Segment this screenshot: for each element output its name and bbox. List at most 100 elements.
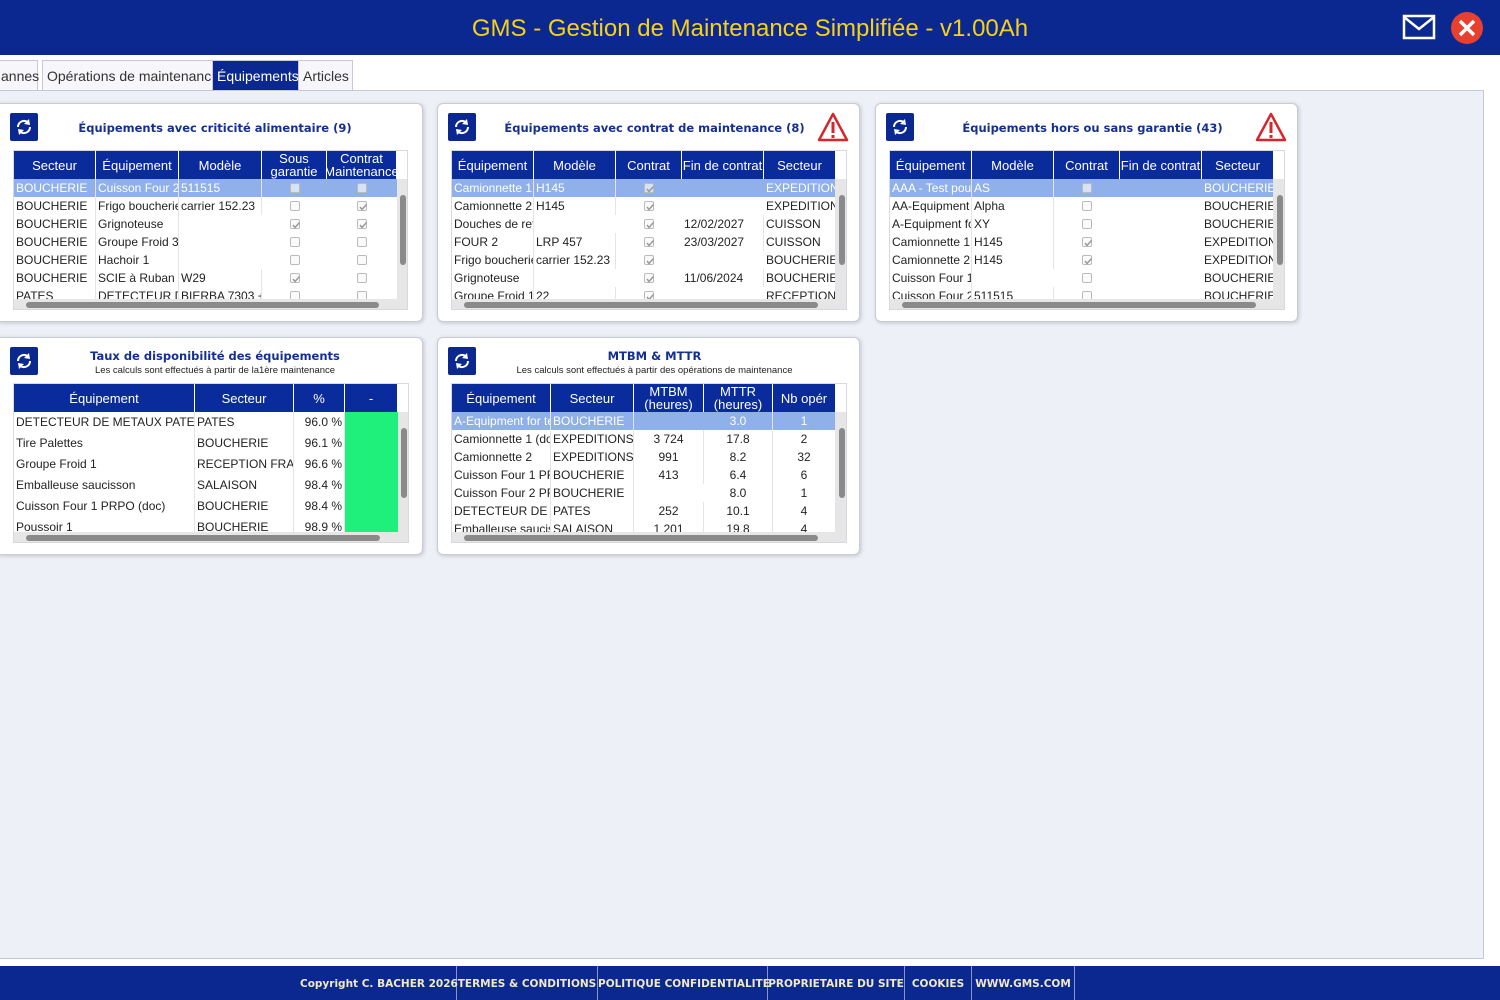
column-header[interactable]: Équipement [14,384,195,412]
mail-button[interactable] [1402,14,1436,40]
grid-row[interactable]: BOUCHERIE SCIE à Ruban W29 [14,269,397,287]
column-header[interactable]: Fin de contrat [1120,151,1202,179]
grid-cell: Cuisson Four 1 F [890,269,972,287]
grid-cell: 11/06/2024 [682,269,764,287]
grid-row[interactable]: Douches de refr 12/02/2027 CUISSON [452,215,836,233]
footer-link[interactable]: TERMES & CONDITIONS [457,966,598,1000]
scroll-thumb [400,195,406,265]
column-header[interactable]: Secteur [551,384,634,412]
checkbox [644,273,655,283]
refresh-button[interactable] [10,113,38,141]
column-header[interactable]: Équipement [452,151,534,179]
column-header[interactable]: MTTR (heures) [704,384,773,412]
column-header[interactable]: MTBM (heures) [634,384,704,412]
column-header[interactable]: Contrat [616,151,682,179]
column-header[interactable]: Sous garantie [262,151,327,179]
grid-row[interactable]: BOUCHERIE Grignoteuse [14,215,397,233]
grid-row[interactable]: DETECTEUR DE METAUX PATES C PATES 96.0 % [14,412,398,433]
grid-row[interactable]: Camionnette 1 (H145 EXPEDITION [890,233,1274,251]
grid-row[interactable]: Cuisson Four 1 PRFBOUCHERIE4136.46 [452,466,836,484]
tab[interactable]: Équipements [212,60,299,91]
refresh-button[interactable] [10,347,38,375]
grid-cell: 511515 [179,179,262,197]
checkbox [644,219,655,229]
grid-cell: 1 [773,412,836,430]
grid-row[interactable]: Cuisson Four 2 I 511515 BOUCHERIE [890,287,1274,299]
column-header[interactable]: Modèle [972,151,1054,179]
grid-cell: RECEPTION [764,287,836,299]
column-header[interactable]: - [345,384,398,412]
grid-cell: 8.0 [704,484,773,502]
checkbox [357,183,367,193]
column-header[interactable]: Modèle [534,151,616,179]
scroll-thumb [401,428,407,498]
grid-cell: BOUCHERIE [14,233,96,251]
footer-link[interactable]: WWW.GMS.COM [972,966,1075,1000]
grid-row[interactable]: Camionnette 2 H145 EXPEDITION [452,197,836,215]
grid-row[interactable]: Cuisson Four 1 PRPO (doc) BOUCHERIE 98.4 % [14,496,398,517]
column-header[interactable]: Équipement [96,151,179,179]
tab[interactable]: annes [0,60,39,91]
grid-row[interactable]: BOUCHERIE Groupe Froid 3 [14,233,397,251]
grid-cell: SCIE à Ruban [96,269,179,287]
checkbox [357,201,368,211]
grid-cell: Tire Palettes [14,433,195,454]
grid-row[interactable]: Poussoir 1 BOUCHERIE 98.9 % [14,517,398,532]
refresh-button[interactable] [886,113,914,141]
column-header[interactable]: Équipement [890,151,972,179]
grid-row[interactable]: Camionnette 1 (H145 EXPEDITION [452,179,836,197]
column-header[interactable]: Secteur [195,384,294,412]
grid-row[interactable]: AAA - Test pour AS BOUCHERIE [890,179,1274,197]
column-header[interactable]: Équipement [452,384,551,412]
grid-row[interactable]: Emballeuse saucisson SALAISON 98.4 % [14,475,398,496]
grid-cell: 32 [773,448,836,466]
refresh-button[interactable] [448,347,476,375]
grid-cell: 23/03/2027 [682,233,764,251]
column-header[interactable]: Fin de contrat [682,151,764,179]
grid-row[interactable]: DETECTEUR DE M PATES 252 10.1 4 [452,502,836,520]
column-header[interactable]: Secteur [1202,151,1274,179]
grid-row[interactable]: Camionnette 2 H145 EXPEDITION [890,251,1274,269]
column-header[interactable]: Secteur [764,151,836,179]
close-button[interactable] [1450,11,1484,45]
grid-row[interactable]: BOUCHERIE Cuisson Four 2 I 511515 [14,179,397,197]
app-header: GMS - Gestion de Maintenance Simplifiée … [0,0,1500,55]
grid-row[interactable]: A-Equipment for tes BOUCHERIE 3.0 1 [452,412,836,430]
grid-row[interactable]: Grignoteuse 11/06/2024 BOUCHERIE [452,269,836,287]
data-grid: Équipement Modèle Contrat Fin de contrat Sec… [451,150,847,310]
footer-link[interactable]: COOKIES [905,966,972,1000]
scroll-thumb [26,535,380,541]
grid-row[interactable]: Cuisson Four 2 PRFBOUCHERIE 8.01 [452,484,836,502]
tab[interactable]: Opérations de maintenance [42,60,219,91]
grid-cell: Groupe Froid 3 [98,233,179,251]
grid-row[interactable]: FOUR 2 LRP 457 23/03/2027 CUISSON [452,233,836,251]
tab[interactable]: Articles [298,60,353,91]
column-header[interactable]: Contrat Maintenance [327,151,397,179]
grid-row[interactable]: Tire Palettes BOUCHERIE 96.1 % [14,433,398,454]
grid-row[interactable]: Frigo boucherie carrier 152.23 BOUCHERIE [452,251,836,269]
panel-subtitle: Les calculs sont effectués à partir des … [516,365,793,376]
column-header[interactable]: Contrat [1054,151,1120,179]
column-header[interactable]: Secteur [14,151,96,179]
refresh-button[interactable] [448,113,476,141]
grid-row[interactable]: A-Equipment for XY BOUCHERIE [890,215,1274,233]
footer-link[interactable]: POLITIQUE CONFIDENTIALITE [598,966,770,1000]
grid-row[interactable]: Cuisson Four 1 F BOUCHERIE [890,269,1274,287]
footer-link[interactable]: Copyright C. BACHER 2026 [300,966,458,1000]
column-header[interactable]: Modèle [179,151,262,179]
checkbox [1082,183,1092,193]
panel-title: Équipements hors ou sans garantie (43) [962,121,1223,135]
grid-row[interactable]: BOUCHERIE Frigo boucherie carrier 152.23 [14,197,397,215]
column-header[interactable]: Nb opér [773,384,836,412]
grid-row[interactable]: Emballeuse saucis SALAISON 1 201 19.8 4 [452,520,836,532]
grid-row[interactable]: Groupe Froid 1 RECEPTION FRAI 96.6 % [14,454,398,475]
column-header[interactable]: % [294,384,345,412]
grid-row[interactable]: AA-Equipment foAlpha BOUCHERIE [890,197,1274,215]
grid-row[interactable]: Groupe Froid 1 22 RECEPTION [452,287,836,299]
grid-row[interactable]: PATES DETECTEUR DI BIERBA 7303 + [14,287,397,299]
grid-row[interactable]: BOUCHERIE Hachoir 1 [14,251,397,269]
grid-menu [836,151,846,179]
footer-link[interactable]: PROPRIETAIRE DU SITE [768,966,905,1000]
